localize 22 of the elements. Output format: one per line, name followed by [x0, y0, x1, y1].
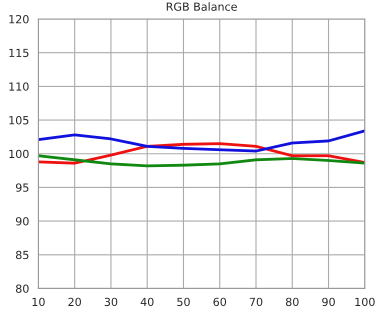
- line-series: [38, 129, 365, 152]
- x-tick-label: 50: [177, 298, 190, 306]
- y-tick-label: 100: [9, 150, 29, 158]
- y-tick-label: 120: [9, 14, 29, 24]
- x-tick-label: 60: [213, 298, 226, 306]
- x-tick-label: 90: [322, 298, 335, 306]
- line-series: [38, 154, 365, 168]
- x-tick-label: 80: [286, 298, 299, 306]
- x-tick-label: 30: [104, 298, 118, 306]
- chart-title: RGB Balance: [166, 2, 237, 11]
- x-tick-label: 10: [32, 298, 45, 306]
- x-tick-label: 40: [140, 298, 154, 306]
- x-tick-label: 20: [68, 298, 81, 306]
- y-tick-label: 90: [16, 217, 29, 226]
- y-tick-label: 105: [9, 116, 28, 124]
- y-tick-label: 95: [16, 183, 28, 192]
- y-tick-label: 110: [9, 82, 29, 91]
- x-tick-label: 70: [250, 298, 262, 306]
- y-tick-label: 80: [16, 284, 29, 293]
- y-tick-label: 115: [9, 48, 28, 58]
- x-tick-label: 100: [355, 298, 375, 306]
- y-tick-label: 85: [16, 250, 28, 260]
